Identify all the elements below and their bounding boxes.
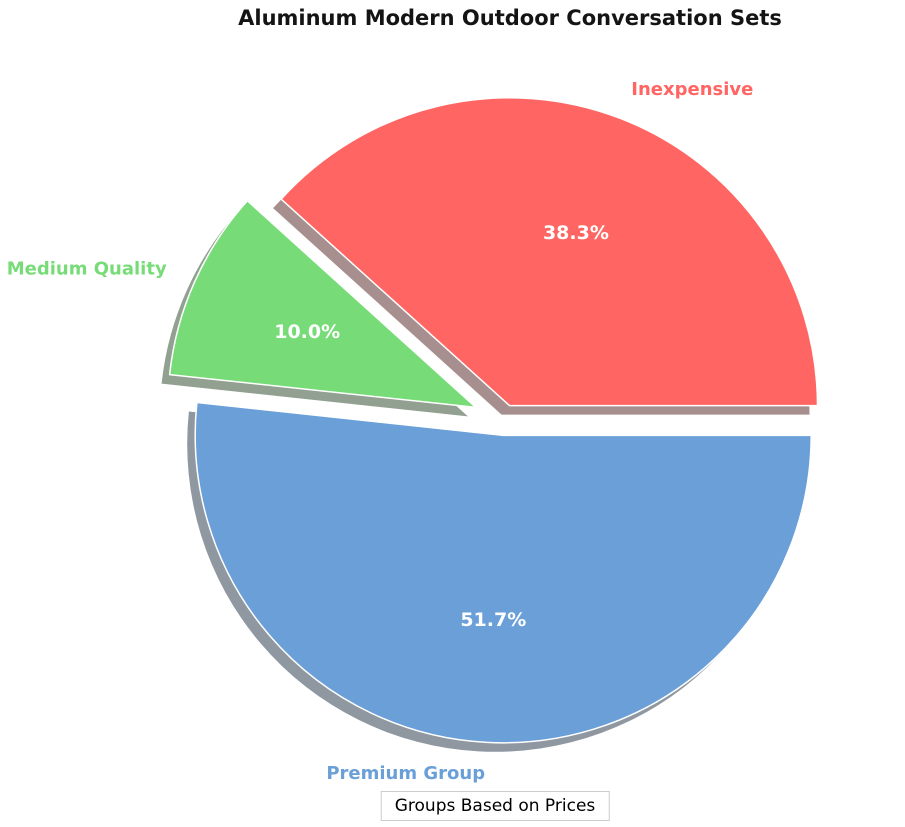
- pie-slice-medium-quality: [168, 200, 477, 409]
- slice-label-inexpensive: Inexpensive: [631, 79, 753, 100]
- slice-label-premium-group: Premium Group: [326, 763, 485, 784]
- slice-label-medium-quality: Medium Quality: [7, 259, 167, 280]
- slice-pct-medium-quality: 10.0%: [274, 321, 340, 343]
- chart-title: Aluminum Modern Outdoor Conversation Set…: [238, 6, 782, 30]
- slice-pct-premium-group: 51.7%: [460, 609, 526, 631]
- pie-slice-inexpensive: [280, 97, 819, 407]
- x-axis-label: Groups Based on Prices: [380, 791, 610, 821]
- pie-slice-premium-group: [194, 401, 812, 744]
- slice-pct-inexpensive: 38.3%: [543, 222, 609, 244]
